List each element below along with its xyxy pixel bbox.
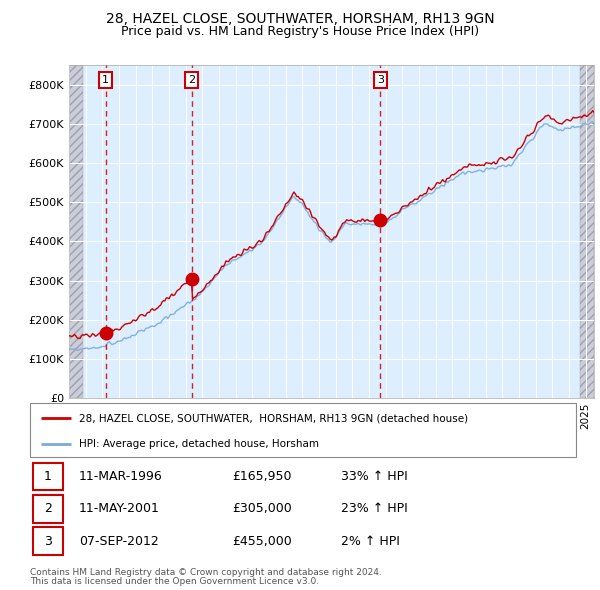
FancyBboxPatch shape — [33, 463, 63, 490]
FancyBboxPatch shape — [30, 403, 576, 457]
Text: Contains HM Land Registry data © Crown copyright and database right 2024.: Contains HM Land Registry data © Crown c… — [30, 568, 382, 576]
Text: 3: 3 — [44, 535, 52, 548]
Bar — [69, 65, 83, 398]
Text: Price paid vs. HM Land Registry's House Price Index (HPI): Price paid vs. HM Land Registry's House … — [121, 25, 479, 38]
Text: 28, HAZEL CLOSE, SOUTHWATER,  HORSHAM, RH13 9GN (detached house): 28, HAZEL CLOSE, SOUTHWATER, HORSHAM, RH… — [79, 413, 468, 423]
Bar — [580, 65, 594, 398]
Text: 11-MAR-1996: 11-MAR-1996 — [79, 470, 163, 483]
Text: This data is licensed under the Open Government Licence v3.0.: This data is licensed under the Open Gov… — [30, 577, 319, 586]
Text: HPI: Average price, detached house, Horsham: HPI: Average price, detached house, Hors… — [79, 439, 319, 448]
Text: 28, HAZEL CLOSE, SOUTHWATER, HORSHAM, RH13 9GN: 28, HAZEL CLOSE, SOUTHWATER, HORSHAM, RH… — [106, 12, 494, 26]
FancyBboxPatch shape — [33, 495, 63, 523]
Text: £455,000: £455,000 — [232, 535, 292, 548]
FancyBboxPatch shape — [33, 527, 63, 555]
Text: 2% ↑ HPI: 2% ↑ HPI — [341, 535, 400, 548]
Text: 33% ↑ HPI: 33% ↑ HPI — [341, 470, 408, 483]
Text: 23% ↑ HPI: 23% ↑ HPI — [341, 502, 408, 516]
Text: £305,000: £305,000 — [232, 502, 292, 516]
Text: 2: 2 — [188, 75, 195, 85]
Text: 1: 1 — [44, 470, 52, 483]
Text: £165,950: £165,950 — [232, 470, 292, 483]
Text: 3: 3 — [377, 75, 384, 85]
Text: 11-MAY-2001: 11-MAY-2001 — [79, 502, 160, 516]
Text: 07-SEP-2012: 07-SEP-2012 — [79, 535, 159, 548]
Text: 2: 2 — [44, 502, 52, 516]
Text: 1: 1 — [102, 75, 109, 85]
